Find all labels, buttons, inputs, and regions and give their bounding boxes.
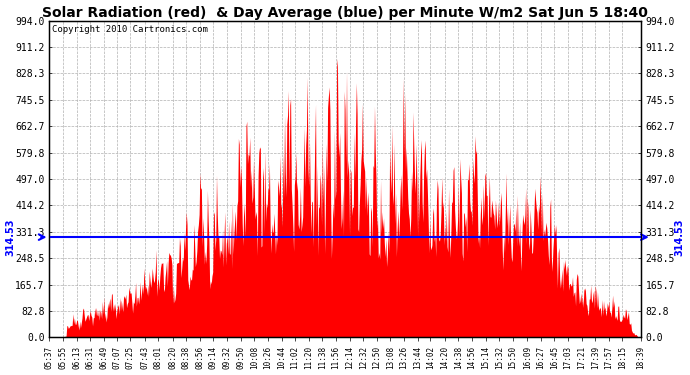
- Text: 314.53: 314.53: [674, 218, 684, 256]
- Title: Solar Radiation (red)  & Day Average (blue) per Minute W/m2 Sat Jun 5 18:40: Solar Radiation (red) & Day Average (blu…: [42, 6, 648, 20]
- Text: 314.53: 314.53: [6, 218, 16, 256]
- Text: Copyright 2010 Cartronics.com: Copyright 2010 Cartronics.com: [52, 26, 208, 34]
